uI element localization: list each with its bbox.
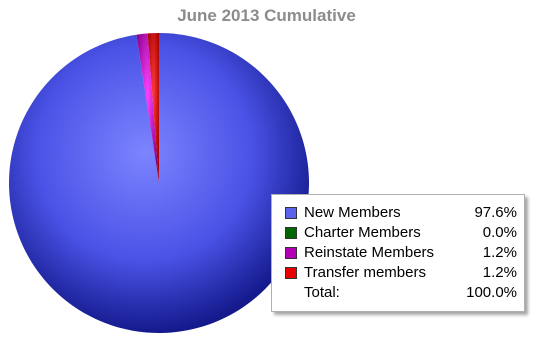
pie-slice-new-members [9,33,310,334]
legend-label: New Members [304,204,401,221]
legend-item-new-members: New Members 97.6% [285,204,517,222]
legend-value: 97.6% [474,204,517,221]
legend-item-charter-members: Charter Members 0.0% [285,224,517,242]
legend-value: 1.2% [482,264,517,281]
legend-item-reinstate-members: Reinstate Members 1.2% [285,244,517,262]
pie-slice-transfer-members [147,33,159,183]
legend-total-label: Total: [304,284,340,301]
legend-swatch-reinstate-members [285,247,297,259]
legend-value: 0.0% [482,224,517,241]
legend-label: Reinstate Members [304,244,435,261]
legend-label: Charter Members [304,224,421,241]
legend-label: Transfer members [304,264,426,281]
chart-legend: New Members 97.6% Charter Members 0.0% R… [271,194,525,312]
legend-swatch-new-members [285,207,297,219]
chart-title: June 2013 Cumulative [177,6,356,25]
legend-swatch-transfer-members [285,267,297,279]
legend-item-transfer-members: Transfer members 1.2% [285,264,517,282]
legend-swatch-charter-members [285,227,297,239]
pie-slice-reinstate-members [136,33,159,184]
legend-total-value: 100.0% [466,284,517,301]
legend-value: 1.2% [482,244,517,261]
legend-total-row: Total: 100.0% [285,284,517,302]
